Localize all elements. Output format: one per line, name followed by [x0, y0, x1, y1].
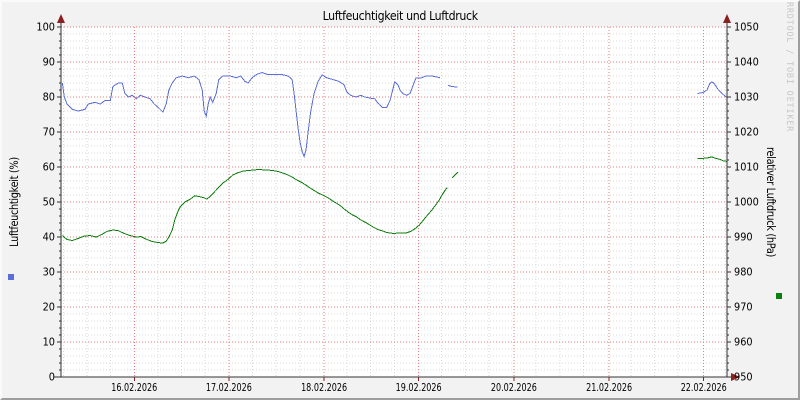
svg-text:980: 980 [734, 266, 753, 279]
svg-text:0: 0 [49, 371, 55, 384]
svg-text:1010: 1010 [734, 161, 759, 174]
svg-text:21.02.2026: 21.02.2026 [586, 381, 632, 394]
svg-text:20: 20 [43, 301, 55, 314]
svg-text:90: 90 [43, 56, 55, 69]
svg-text:16.02.2026: 16.02.2026 [111, 381, 157, 394]
rrdtool-watermark: RRDTOOL / TOBI OETIKER [784, 1, 794, 133]
chart-title: Luftfeuchtigkeit und Luftdruck [2, 8, 798, 23]
svg-text:1040: 1040 [734, 56, 759, 69]
svg-text:10: 10 [43, 336, 55, 349]
svg-text:950: 950 [734, 371, 753, 384]
svg-text:100: 100 [36, 21, 55, 34]
svg-text:60: 60 [43, 161, 55, 174]
svg-text:19.02.2026: 19.02.2026 [396, 381, 442, 394]
svg-text:960: 960 [734, 336, 753, 349]
svg-text:22.02.2026: 22.02.2026 [681, 381, 727, 394]
svg-text:50: 50 [43, 196, 55, 209]
svg-text:1000: 1000 [734, 196, 759, 209]
svg-text:20.02.2026: 20.02.2026 [491, 381, 537, 394]
svg-text:1050: 1050 [734, 21, 759, 34]
svg-text:40: 40 [43, 231, 55, 244]
chart-title-text: Luftfeuchtigkeit und Luftdruck [322, 8, 478, 23]
svg-text:70: 70 [43, 126, 55, 139]
svg-text:80: 80 [43, 91, 55, 104]
svg-text:17.02.2026: 17.02.2026 [206, 381, 252, 394]
humidity-legend-swatch [8, 274, 14, 280]
svg-text:30: 30 [43, 266, 55, 279]
svg-text:1030: 1030 [734, 91, 759, 104]
right-axis-title: relativer Luftdruck (hPa) [764, 147, 778, 257]
left-axis-title: Luftfeuchtigkeit (%) [7, 157, 21, 247]
svg-text:1020: 1020 [734, 126, 759, 139]
svg-text:990: 990 [734, 231, 753, 244]
svg-text:970: 970 [734, 301, 753, 314]
pressure-legend-swatch [776, 293, 782, 299]
svg-text:18.02.2026: 18.02.2026 [301, 381, 347, 394]
